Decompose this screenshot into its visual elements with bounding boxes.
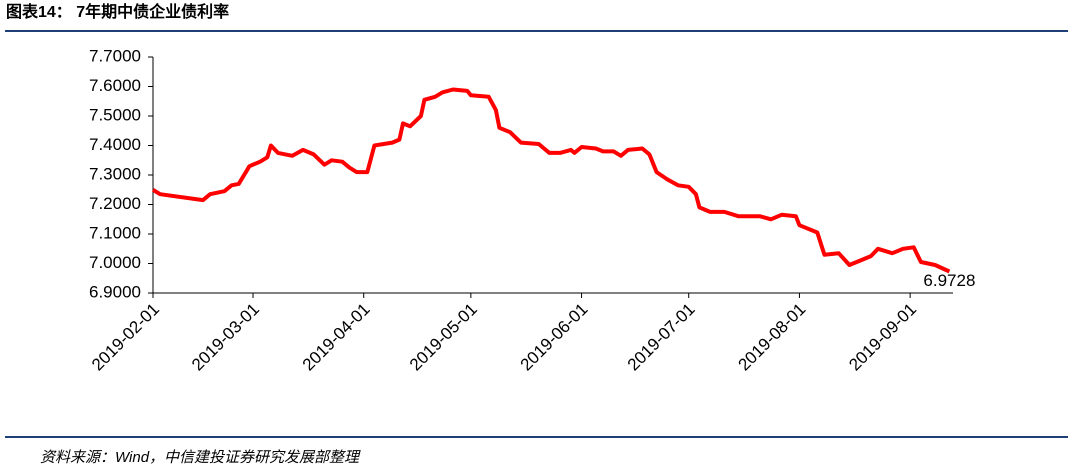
data-label: 6.9728 [923, 271, 975, 290]
x-tick-label: 2019-04-01 [299, 300, 374, 375]
x-tick-label: 2019-06-01 [517, 300, 592, 375]
y-tick-label: 7.3000 [89, 164, 141, 183]
x-tick-label: 2019-02-01 [88, 300, 163, 375]
x-tick-label: 2019-07-01 [624, 300, 699, 375]
x-tick-label: 2019-09-01 [845, 300, 920, 375]
y-tick-label: 7.6000 [89, 76, 141, 95]
x-tick-label: 2019-05-01 [406, 300, 481, 375]
source-note: 资料来源：Wind，中信建投证券研究发展部整理 [40, 449, 361, 466]
y-tick-label: 7.2000 [89, 194, 141, 213]
x-tick-label: 2019-08-01 [734, 300, 809, 375]
y-tick-label: 6.9000 [89, 282, 141, 301]
line-series [151, 87, 951, 274]
y-tick-label: 7.1000 [89, 223, 141, 242]
y-tick-label: 7.7000 [89, 46, 141, 65]
x-tick-label: 2019-03-01 [188, 300, 263, 375]
y-tick-label: 7.0000 [89, 253, 141, 272]
chart-title: 图表14： 7年期中债企业债利率 [6, 2, 229, 21]
y-tick-label: 7.5000 [89, 105, 141, 124]
y-tick-label: 7.4000 [89, 135, 141, 154]
